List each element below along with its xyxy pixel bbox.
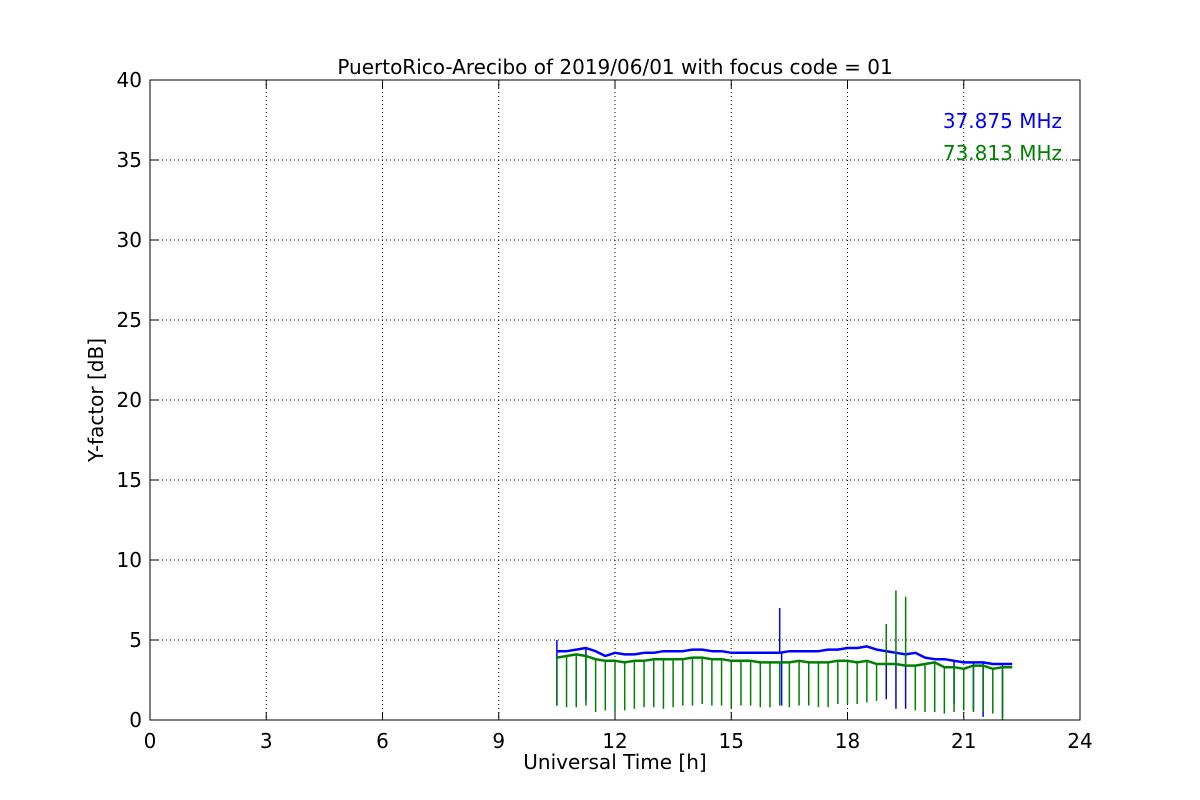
legend-entry-2: 73.813 MHz [943, 141, 1062, 165]
x-tick-label: 0 [144, 729, 157, 753]
x-tick-label: 21 [951, 729, 976, 753]
series-2-line [556, 653, 1013, 671]
x-tick-label: 9 [492, 729, 505, 753]
y-tick-label: 35 [117, 148, 142, 172]
y-tick-label: 30 [117, 228, 142, 252]
plot-series [556, 590, 1013, 720]
x-tick-label: 15 [719, 729, 744, 753]
y-tick-label: 5 [129, 628, 142, 652]
y-tick-label: 40 [117, 68, 142, 92]
y-tick-label: 25 [117, 308, 142, 332]
chart-title: PuertoRico-Arecibo of 2019/06/01 with fo… [337, 55, 892, 79]
legend: 37.875 MHz 73.813 MHz [943, 109, 1062, 165]
series-1-line [556, 645, 1013, 666]
legend-entry-1: 37.875 MHz [943, 109, 1062, 133]
y-tick-label: 0 [129, 708, 142, 732]
x-tick-label: 6 [376, 729, 389, 753]
x-tick-label: 24 [1067, 729, 1092, 753]
y-tick-label: 20 [117, 388, 142, 412]
y-tick-label: 10 [117, 548, 142, 572]
x-tick-label: 18 [835, 729, 860, 753]
y-axis-label: Y-factor [dB] [84, 338, 108, 463]
series-2 [556, 590, 1013, 720]
x-tick-label: 12 [602, 729, 627, 753]
y-tick-label: 15 [117, 468, 142, 492]
axis-ticks: 0 3 6 9 12 15 18 21 24 0 5 10 15 20 25 30 35 40 [117, 68, 1093, 753]
x-axis-label: Universal Time [h] [523, 750, 706, 774]
x-tick-label: 3 [260, 729, 273, 753]
